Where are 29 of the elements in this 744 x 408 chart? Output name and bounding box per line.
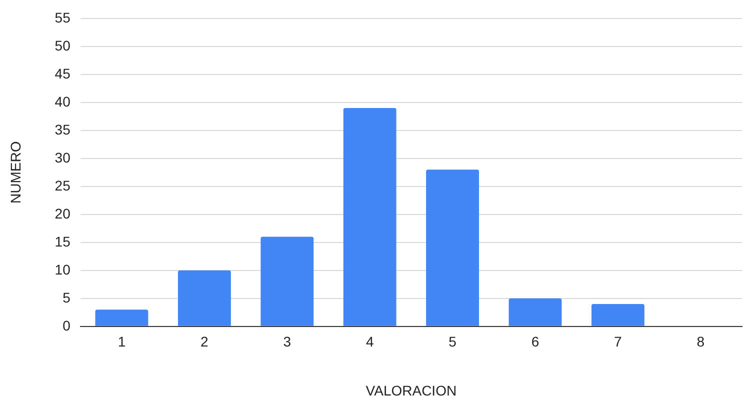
- y-tick-label: 20: [54, 205, 71, 222]
- x-tick-label: 1: [118, 334, 126, 350]
- y-tick-label: 15: [54, 233, 71, 250]
- x-tick-label: 2: [200, 334, 209, 350]
- bar: [343, 108, 396, 326]
- x-tick-label: 4: [366, 334, 374, 350]
- x-tick-label: 8: [696, 334, 705, 350]
- y-tick-label: 50: [54, 37, 71, 54]
- y-tick-label: 35: [54, 121, 71, 138]
- bar: [508, 298, 562, 326]
- y-tick-label: 30: [54, 149, 71, 166]
- x-tick-label: 3: [283, 334, 292, 350]
- y-tick-label: 40: [54, 93, 71, 110]
- y-tick-label: 10: [54, 261, 71, 278]
- bar: [260, 236, 314, 326]
- bar: [426, 170, 480, 326]
- y-tick-label: 25: [54, 177, 71, 194]
- x-tick-label: 5: [448, 334, 457, 350]
- y-axis-title: NUMERO: [7, 141, 24, 204]
- x-axis-title: VALORACION: [366, 382, 457, 398]
- bar: [178, 270, 231, 326]
- y-tick-label: 0: [62, 317, 71, 334]
- bar: [95, 310, 148, 326]
- y-tick-label: 55: [54, 9, 71, 26]
- x-tick-label: 7: [614, 334, 622, 350]
- x-tick-label: 6: [531, 334, 540, 350]
- y-tick-label: 45: [54, 65, 71, 82]
- bar: [591, 304, 644, 326]
- y-tick-label: 5: [62, 289, 71, 306]
